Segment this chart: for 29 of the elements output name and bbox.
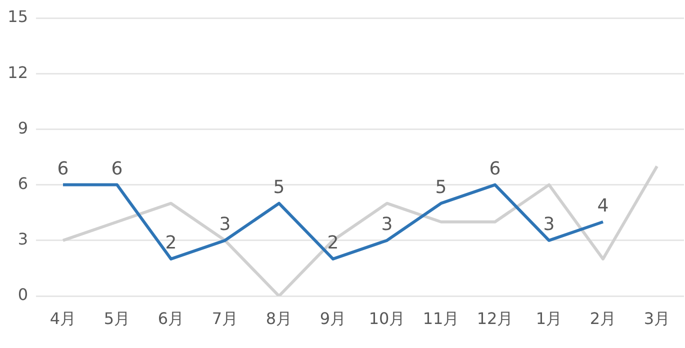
data-label: 4	[597, 196, 609, 217]
y-tick-label: 3	[18, 230, 28, 249]
x-tick-label: 1月	[536, 308, 562, 328]
data-label: 3	[543, 214, 555, 236]
data-label: 6	[111, 158, 123, 180]
x-tick-label: 12月	[476, 308, 514, 328]
data-label: 3	[381, 214, 393, 236]
data-label: 2	[165, 232, 177, 254]
x-tick-label: 2月	[590, 308, 616, 328]
x-tick-label: 5月	[104, 308, 130, 328]
x-tick-label: 11月	[422, 308, 460, 328]
x-tick-label: 7月	[212, 308, 238, 328]
x-tick-label: 6月	[158, 308, 184, 328]
x-tick-label: 9月	[320, 308, 346, 328]
data-label: 6	[57, 158, 69, 180]
data-label: 5	[435, 177, 447, 198]
y-tick-label: 6	[18, 174, 28, 193]
data-label: 6	[489, 158, 501, 180]
y-tick-label: 12	[8, 62, 28, 82]
y-tick-label: 0	[18, 285, 28, 304]
y-tick-label: 15	[8, 7, 28, 26]
y-tick-label: 9	[18, 118, 28, 138]
data-label: 3	[219, 214, 231, 236]
data-label: 5	[273, 177, 285, 198]
x-tick-label: 8月	[266, 308, 292, 328]
x-tick-label: 10月	[368, 308, 406, 328]
x-tick-label: 4月	[50, 308, 76, 328]
data-label: 2	[327, 232, 339, 254]
x-tick-label: 3月	[644, 308, 670, 328]
